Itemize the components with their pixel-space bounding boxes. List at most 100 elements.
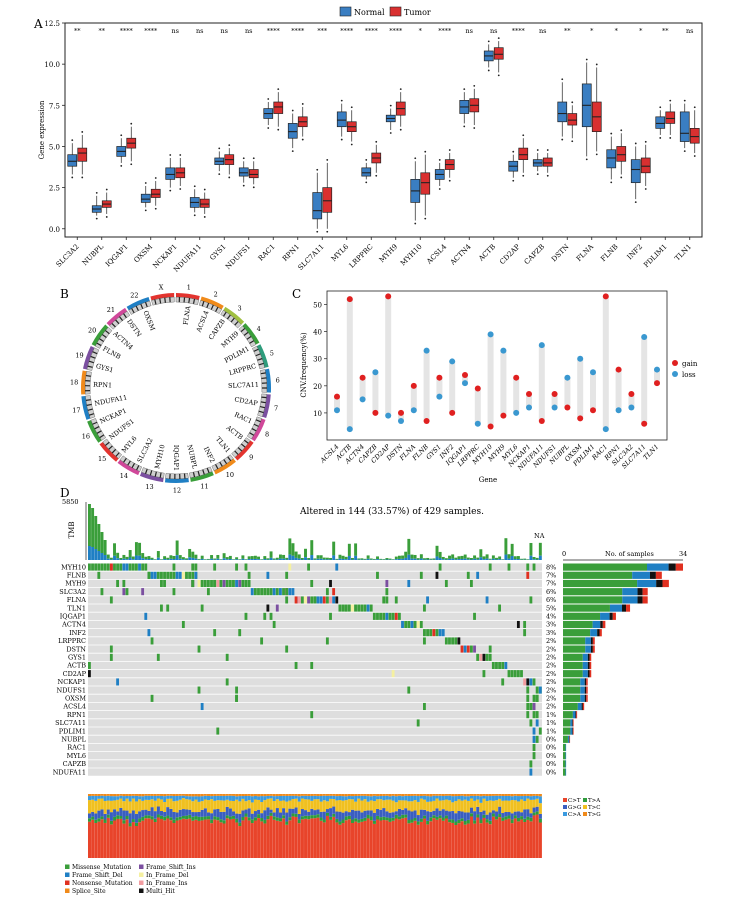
outlier-point [242, 184, 245, 187]
chromosome-label: 20 [88, 327, 96, 335]
tmb-bar-missense [498, 556, 502, 560]
titv-bar-segment [225, 818, 229, 858]
titv-bar-segment [532, 812, 536, 816]
titv-bar-segment [166, 795, 170, 799]
outlier-point [252, 186, 255, 189]
mutation-cell [310, 661, 314, 670]
titv-bar-segment [260, 817, 264, 822]
mutation-cell [197, 579, 201, 588]
titv-bar-segment [163, 820, 167, 858]
mutation-cell [128, 563, 132, 571]
loss-point [615, 407, 622, 414]
tmb-bar-fsdel [222, 558, 226, 560]
circos-gene-label: PDLIM1 [223, 345, 251, 365]
mutation-cell [498, 661, 501, 670]
boxplot-legend: Normal Tumor [339, 6, 431, 17]
titv-bar-segment [316, 814, 320, 818]
titv-bar-segment [529, 817, 533, 822]
mutation-cell [485, 596, 489, 604]
titv-bar-segment [476, 799, 480, 807]
mutation-cell [131, 563, 135, 571]
tmb-bar-fsdel [366, 558, 370, 560]
titv-bar-segment [413, 820, 417, 858]
tmb-bar-missense [275, 557, 279, 560]
outlier-point [683, 150, 686, 153]
titv-bar-segment [228, 794, 232, 796]
titv-bar-segment [410, 794, 414, 796]
titv-bar-segment [419, 818, 423, 822]
titv-bar-segment [407, 810, 411, 821]
loss-point [526, 404, 532, 411]
mutation-cell [416, 620, 420, 629]
titv-bar-segment [366, 801, 370, 811]
tmb-bar-missense [532, 556, 536, 560]
mutation-cell [501, 678, 505, 686]
titv-bar-segment [203, 808, 207, 817]
titv-bar-segment [469, 798, 474, 808]
gene-row-label: FLNB [67, 572, 87, 580]
titv-bar-segment [169, 808, 173, 818]
chromosome-ideogram [85, 395, 96, 419]
titv-bar-segment [329, 808, 333, 817]
tmb-bar-fsdel [288, 554, 292, 560]
mutation-cell [454, 637, 458, 645]
ideogram-band-mark [255, 353, 261, 357]
sample-count-bar-segment [622, 604, 627, 612]
titv-bar-segment [238, 813, 242, 823]
tmb-bar-missense [454, 557, 458, 560]
titv-bar-segment [109, 800, 113, 813]
tmb-bar-missense [407, 538, 411, 555]
titv-bar-segment [454, 824, 458, 858]
gain-point [590, 407, 596, 414]
tmb-bar-fsdel [516, 559, 520, 560]
chromosome-label: 5 [270, 349, 274, 357]
tmb-bar-missense [266, 558, 270, 560]
tmb-bar-missense [510, 543, 514, 556]
titv-bar-segment [338, 811, 342, 822]
titv-bar-segment [454, 794, 458, 797]
ideogram-band-mark [227, 456, 232, 462]
tmb-bar-fsdel [401, 558, 405, 560]
titv-bar-segment [282, 815, 286, 819]
gain-point [359, 374, 366, 381]
titv-bar-segment [510, 813, 514, 820]
titv-bar-segment [285, 794, 289, 796]
sample-count-bar-segment [592, 645, 595, 653]
titv-bar-segment [322, 822, 326, 858]
titv-bar-segment [429, 796, 433, 802]
mutation-cell [206, 588, 210, 596]
titv-bar-segment [206, 812, 211, 817]
titv-bar-segment [210, 799, 214, 814]
titv-bar-segment [181, 798, 185, 810]
gene-row-label: ACTN4 [61, 621, 86, 629]
titv-bar-segment [451, 811, 455, 820]
titv-bar-segment [363, 795, 367, 800]
titv-bar-segment [363, 817, 367, 821]
titv-bar-segment [460, 795, 464, 801]
tmb-bar-missense [272, 558, 276, 560]
titv-bar-segment [485, 819, 489, 823]
outlier-point [634, 142, 637, 145]
box-tumor [420, 172, 431, 195]
titv-bar-segment [103, 800, 107, 814]
tmb-bar-fsdel [532, 559, 536, 560]
titv-bar-segment [413, 795, 417, 801]
titv-bar-segment [507, 815, 511, 819]
mutation-cell [535, 694, 539, 702]
titv-bar-segment [338, 821, 342, 825]
tmb-bar-fsdel [175, 555, 179, 560]
gain-point [487, 423, 494, 430]
titv-bar-segment [247, 817, 251, 821]
tmb-bar-missense [138, 542, 142, 556]
titv-bar-segment [532, 815, 536, 858]
tmb-bar-fsdel [147, 559, 151, 560]
titv-bar-segment [188, 814, 192, 819]
tmb-bar-fsdel [163, 559, 167, 560]
outlier-point [561, 78, 564, 81]
sample-count-bar-segment [563, 563, 647, 571]
titv-bar-segment [225, 795, 229, 800]
chromosome-label: 15 [98, 455, 106, 463]
titv-bar-segment [272, 794, 276, 797]
titv-bar-segment [435, 798, 439, 809]
sample-count-bar-segment [563, 711, 573, 719]
